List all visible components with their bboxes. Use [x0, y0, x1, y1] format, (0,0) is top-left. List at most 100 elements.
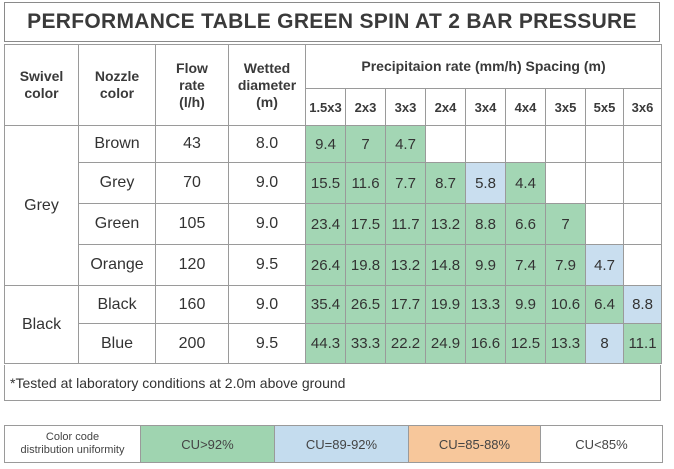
precipitation-rate-cell: 33.3 — [345, 323, 386, 364]
precipitation-rate-cell: 14.8 — [425, 244, 466, 286]
nozzle-color-cell: Blue — [78, 323, 156, 364]
spacing-header: 2x4 — [425, 88, 466, 126]
precipitation-rate-cell: 7.4 — [505, 244, 546, 286]
precipitation-rate-cell — [585, 203, 624, 245]
precipitation-rate-cell — [545, 162, 586, 204]
spacing-header-row: 1.5x3 2x3 3x3 2x4 3x4 4x4 3x5 5x5 3x6 — [5, 88, 663, 126]
flow-rate-cell: 160 — [155, 285, 229, 324]
nozzle-color-cell: Grey — [78, 162, 156, 204]
precipitation-rate-cell: 11.7 — [385, 203, 426, 245]
precipitation-rate-cell — [545, 125, 586, 163]
table-row: Grey 70 9.0 15.5 11.6 7.7 8.7 5.8 4.4 — [5, 162, 663, 204]
nozzle-color-cell: Orange — [78, 244, 156, 286]
precipitation-rate-cell: 7 — [545, 203, 586, 245]
page-title: PERFORMANCE TABLE GREEN SPIN AT 2 BAR PR… — [4, 2, 660, 42]
precipitation-rate-cell: 5.8 — [465, 162, 506, 204]
spacing-header: 3x6 — [622, 88, 663, 126]
flow-rate-cell: 200 — [155, 323, 229, 364]
spacing-header: 4x4 — [505, 88, 546, 126]
precipitation-rate-cell — [505, 125, 546, 163]
header-wetted-diameter: Wetted diameter (m) — [228, 44, 306, 126]
precipitation-rate-cell — [622, 162, 663, 204]
precipitation-rate-cell: 8.8 — [465, 203, 506, 245]
precipitation-rate-cell: 13.2 — [425, 203, 466, 245]
precipitation-rate-cell: 11.6 — [345, 162, 386, 204]
precipitation-rate-cell: 17.5 — [345, 203, 386, 245]
spacing-header: 2x3 — [345, 88, 386, 126]
precipitation-rate-cell: 8.8 — [622, 285, 663, 324]
precipitation-rate-cell: 11.1 — [622, 323, 663, 364]
precipitation-rate-cell — [622, 203, 663, 245]
precipitation-rate-cell: 19.9 — [425, 285, 466, 324]
spacing-header: 3x4 — [465, 88, 506, 126]
precipitation-rate-cell: 9.4 — [305, 125, 346, 163]
precipitation-rate-cell: 4.4 — [505, 162, 546, 204]
flow-rate-cell: 43 — [155, 125, 229, 163]
table-row: Blue 200 9.5 44.3 33.3 22.2 24.9 16.6 12.5 13.3 8 1… — [5, 323, 663, 364]
table-row: Green 105 9.0 23.4 17.5 11.7 13.2 8.8 6.6 7 — [5, 203, 663, 245]
swivel-color-cell: Black — [4, 285, 79, 364]
legend-cu-above-92: CU>92% — [140, 425, 275, 463]
wetted-diameter-cell: 9.0 — [228, 203, 306, 245]
precipitation-rate-cell — [585, 162, 624, 204]
wetted-diameter-cell: 9.5 — [228, 244, 306, 286]
precipitation-rate-cell: 13.3 — [465, 285, 506, 324]
legend-cu-89-92: CU=89-92% — [274, 425, 409, 463]
header-swivel-color: Swivel color — [4, 44, 79, 126]
precipitation-rate-cell: 13.3 — [545, 323, 586, 364]
precipitation-rate-cell: 17.7 — [385, 285, 426, 324]
precipitation-rate-cell: 24.9 — [425, 323, 466, 364]
precipitation-rate-cell: 9.9 — [505, 285, 546, 324]
precipitation-rate-cell: 7 — [345, 125, 386, 163]
precipitation-rate-cell: 6.6 — [505, 203, 546, 245]
wetted-diameter-cell: 9.5 — [228, 323, 306, 364]
precipitation-rate-cell — [622, 125, 663, 163]
flow-rate-cell: 105 — [155, 203, 229, 245]
precipitation-rate-cell — [622, 244, 663, 286]
swivel-color-cell: Grey — [4, 125, 79, 286]
legend-cu-85-88: CU=85-88% — [408, 425, 541, 463]
table-row: Black Black 160 9.0 35.4 26.5 17.7 19.9 13.3 9.9 1… — [4, 285, 663, 364]
wetted-diameter-cell: 9.0 — [228, 285, 306, 324]
precipitation-rate-cell: 23.4 — [305, 203, 346, 245]
spacing-header: 1.5x3 — [305, 88, 346, 126]
precipitation-rate-cell — [585, 125, 624, 163]
wetted-diameter-cell: 9.0 — [228, 162, 306, 204]
precipitation-rate-cell: 22.2 — [385, 323, 426, 364]
flow-rate-cell: 70 — [155, 162, 229, 204]
precipitation-rate-cell: 26.4 — [305, 244, 346, 286]
precipitation-rate-cell — [465, 125, 506, 163]
nozzle-color-cell: Black — [78, 285, 156, 324]
header-flow-rate: Flow rate (l/h) — [155, 44, 229, 126]
footnote: *Tested at laboratory conditions at 2.0m… — [4, 365, 661, 401]
header-precipitation-rate: Precipitaion rate (mm/h) Spacing (m) — [304, 44, 663, 89]
precipitation-rate-cell: 10.6 — [545, 285, 586, 324]
precipitation-rate-cell: 7.9 — [545, 244, 586, 286]
table-row: Orange 120 9.5 26.4 19.8 13.2 14.8 9.9 7.4 7.9 4.7 — [5, 244, 663, 286]
spacing-header: 5x5 — [585, 88, 624, 126]
legend-cu-below-85: CU<85% — [540, 425, 663, 463]
precipitation-rate-cell: 9.9 — [465, 244, 506, 286]
precipitation-rate-cell: 26.5 — [345, 285, 386, 324]
precipitation-rate-cell: 15.5 — [305, 162, 346, 204]
precipitation-rate-cell: 8.7 — [425, 162, 466, 204]
precipitation-rate-cell: 13.2 — [385, 244, 426, 286]
color-legend: Color code distribution uniformity CU>92%… — [4, 425, 663, 463]
precipitation-rate-cell: 4.7 — [585, 244, 624, 286]
header-nozzle-color: Nozzle color — [78, 44, 156, 126]
precipitation-rate-cell: 6.4 — [585, 285, 624, 324]
table-row: Grey Brown 43 8.0 9.4 7 4.7 — [4, 125, 663, 286]
precipitation-rate-cell: 35.4 — [305, 285, 346, 324]
precipitation-rate-cell: 12.5 — [505, 323, 546, 364]
legend-label: Color code distribution uniformity — [4, 425, 141, 463]
wetted-diameter-cell: 8.0 — [228, 125, 306, 163]
flow-rate-cell: 120 — [155, 244, 229, 286]
spacing-header: 3x3 — [385, 88, 426, 126]
precipitation-rate-cell: 4.7 — [385, 125, 426, 163]
precipitation-rate-cell — [425, 125, 466, 163]
precipitation-rate-cell: 19.8 — [345, 244, 386, 286]
precipitation-rate-cell: 16.6 — [465, 323, 506, 364]
precipitation-rate-cell: 7.7 — [385, 162, 426, 204]
precipitation-rate-cell: 8 — [585, 323, 624, 364]
precipitation-rate-cell: 44.3 — [305, 323, 346, 364]
